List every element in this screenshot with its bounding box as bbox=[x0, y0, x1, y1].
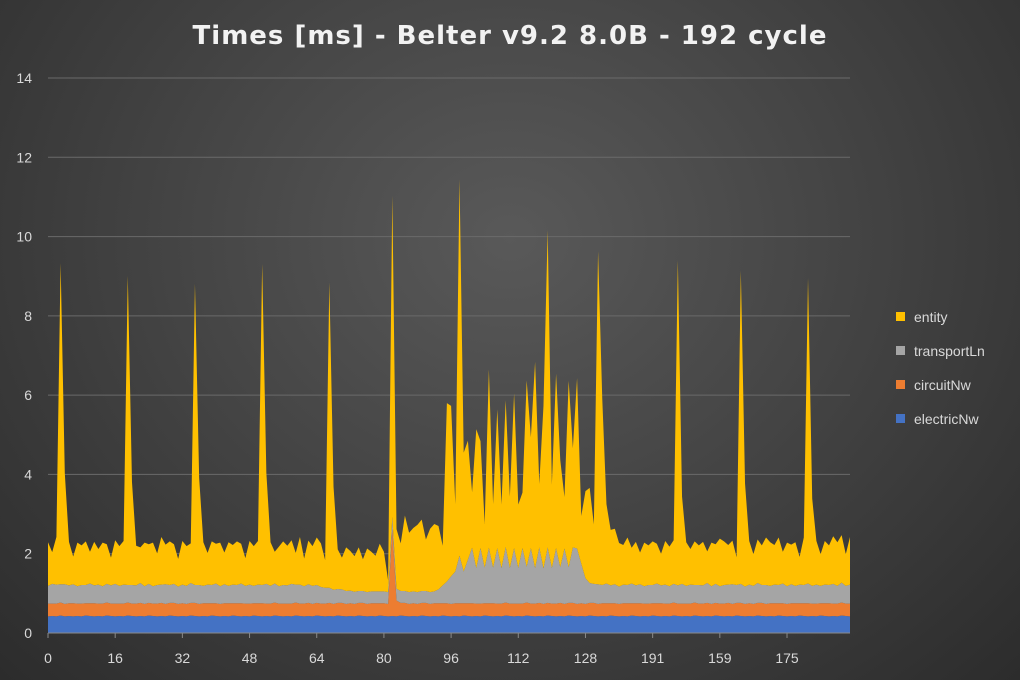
y-tick-label: 2 bbox=[24, 546, 32, 562]
legend-label-circuitNw: circuitNw bbox=[914, 377, 972, 393]
legend: entity transportLn circuitNw electricNw bbox=[896, 309, 985, 427]
legend-swatch-electricNw bbox=[896, 414, 905, 423]
x-axis: 0 16 32 48 64 80 96 112 128 191 159 175 bbox=[44, 632, 850, 666]
legend-label-electricNw: electricNw bbox=[914, 411, 979, 427]
x-tick-label: 112 bbox=[507, 650, 530, 666]
gridlines bbox=[48, 77, 850, 555]
legend-swatch-circuitNw bbox=[896, 380, 905, 389]
area-circuitNw bbox=[48, 528, 850, 617]
x-tick-label: 32 bbox=[175, 650, 191, 666]
x-tick-label: 159 bbox=[708, 650, 732, 666]
y-tick-label: 6 bbox=[24, 387, 32, 403]
legend-swatch-transportLn bbox=[896, 346, 905, 355]
x-tick-label: 96 bbox=[443, 650, 459, 666]
legend-label-entity: entity bbox=[914, 309, 947, 325]
area-electricNw bbox=[48, 615, 850, 633]
x-tick-label: 128 bbox=[574, 650, 598, 666]
y-axis: 0 2 4 6 8 10 12 14 bbox=[16, 70, 32, 641]
y-tick-label: 4 bbox=[24, 466, 32, 482]
x-tick-label: 191 bbox=[641, 650, 665, 666]
legend-label-transportLn: transportLn bbox=[914, 343, 985, 359]
y-tick-label: 10 bbox=[16, 229, 32, 245]
x-tick-label: 175 bbox=[775, 650, 799, 666]
area-entity bbox=[48, 179, 850, 593]
y-tick-label: 14 bbox=[16, 70, 32, 86]
x-tick-label: 64 bbox=[309, 650, 325, 666]
y-tick-label: 8 bbox=[24, 308, 32, 324]
area-transportLn bbox=[48, 516, 850, 605]
legend-swatch-entity bbox=[896, 312, 905, 321]
series-areas bbox=[48, 179, 850, 633]
y-tick-label: 12 bbox=[16, 149, 32, 165]
y-tick-label: 0 bbox=[24, 625, 32, 641]
x-tick-label: 0 bbox=[44, 650, 52, 666]
chart-title: Times [ms] - Belter v9.2 8.0B - 192 cycl… bbox=[193, 21, 828, 51]
x-tick-label: 16 bbox=[107, 650, 123, 666]
x-tick-label: 80 bbox=[376, 650, 392, 666]
x-tick-label: 48 bbox=[242, 650, 258, 666]
